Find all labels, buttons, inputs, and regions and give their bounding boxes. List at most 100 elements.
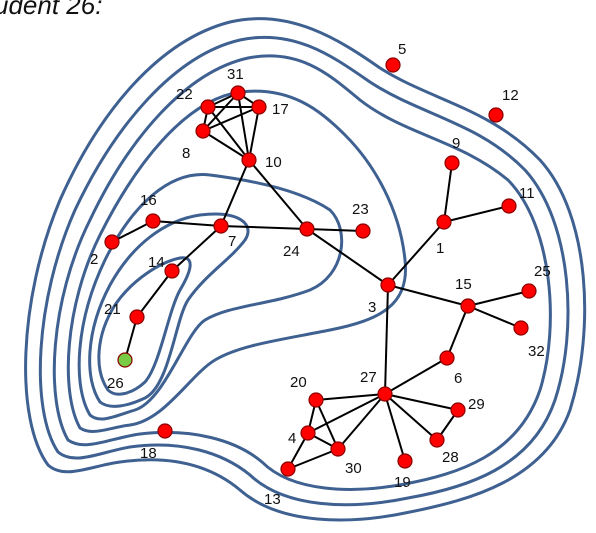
edge-10-24 [248, 159, 308, 230]
node-label-26: 26 [107, 375, 124, 392]
node-12 [488, 107, 504, 123]
edge-14-21 [136, 270, 173, 318]
edge-10-7 [220, 159, 250, 227]
node-11 [501, 198, 517, 214]
node-9 [444, 155, 460, 171]
node-27 [377, 386, 393, 402]
node-13 [280, 461, 296, 477]
edge-7-24 [220, 225, 308, 230]
edge-27-4 [307, 393, 386, 434]
edge-3-15 [387, 284, 469, 307]
contour-line-5 [77, 173, 344, 421]
density-contours [24, 17, 587, 522]
node-label-17: 17 [272, 101, 289, 118]
node-label-20: 20 [290, 374, 307, 391]
contour-line-2 [38, 35, 570, 507]
edge-1-11 [443, 205, 510, 223]
node-28 [429, 432, 445, 448]
node-label-5: 5 [398, 41, 406, 58]
edge-27-28 [384, 393, 438, 441]
edge-15-32 [467, 305, 522, 329]
node-29 [450, 402, 466, 418]
node-17 [251, 99, 267, 115]
node-label-29: 29 [468, 396, 485, 413]
edge-7-14 [171, 225, 222, 272]
node-label-12: 12 [502, 87, 519, 104]
edge-16-7 [152, 220, 222, 227]
node-label-21: 21 [104, 301, 121, 318]
edge-17-10 [248, 106, 260, 161]
edge-6-27 [384, 357, 448, 395]
node-7 [213, 218, 229, 234]
node-26 [117, 352, 133, 368]
edge-3-27 [384, 284, 389, 395]
node-25 [521, 283, 537, 299]
node-label-28: 28 [442, 449, 459, 466]
edge-31-10 [237, 92, 250, 161]
node-32 [513, 320, 529, 336]
node-10 [241, 152, 257, 168]
node-18 [157, 423, 173, 439]
node-label-24: 24 [283, 243, 300, 260]
edge-27-29 [384, 393, 459, 411]
node-label-32: 32 [528, 343, 545, 360]
node-label-7: 7 [228, 233, 236, 250]
node-layer [104, 57, 537, 477]
node-label-19: 19 [394, 474, 411, 491]
node-15 [460, 298, 476, 314]
edge-15-25 [467, 290, 530, 307]
label-layer: 1234567891011121314151617181920212223242… [90, 41, 551, 508]
contour-line-3 [52, 54, 552, 491]
node-1 [436, 214, 452, 230]
node-label-30: 30 [345, 460, 362, 477]
node-label-15: 15 [455, 276, 472, 293]
node-22 [200, 99, 216, 115]
edge-27-20 [315, 393, 386, 401]
node-21 [129, 309, 145, 325]
node-label-18: 18 [140, 445, 157, 462]
node-label-6: 6 [454, 370, 462, 387]
node-label-27: 27 [360, 369, 377, 386]
node-label-25: 25 [534, 263, 551, 280]
edge-3-1 [387, 221, 445, 286]
node-6 [439, 350, 455, 366]
edge-20-30 [315, 399, 339, 450]
node-14 [164, 263, 180, 279]
node-31 [230, 85, 246, 101]
edge-22-10 [207, 106, 250, 161]
node-20 [308, 392, 324, 408]
node-label-8: 8 [182, 145, 190, 162]
node-2 [104, 234, 120, 250]
contour-line-6 [88, 212, 250, 408]
node-label-13: 13 [264, 491, 281, 508]
edge-16-2 [111, 220, 154, 243]
edge-30-13 [287, 448, 339, 470]
node-label-14: 14 [148, 254, 165, 271]
contour-line-7 [97, 256, 192, 396]
edge-27-19 [384, 393, 406, 462]
node-5 [385, 57, 401, 73]
contour-line-1 [24, 17, 587, 522]
edge-1-9 [443, 162, 453, 223]
edge-24-3 [306, 228, 389, 286]
node-label-2: 2 [90, 251, 98, 268]
diagram-title: udent 26: [0, 0, 103, 20]
node-3 [380, 277, 396, 293]
node-label-22: 22 [176, 86, 193, 103]
edge-8-10 [202, 130, 250, 161]
node-19 [397, 453, 413, 469]
node-16 [145, 213, 161, 229]
edge-24-23 [306, 228, 364, 232]
node-label-16: 16 [140, 192, 157, 209]
node-4 [300, 425, 316, 441]
edge-8-17 [202, 106, 260, 132]
node-label-1: 1 [436, 240, 444, 257]
node-label-10: 10 [265, 154, 282, 171]
node-label-3: 3 [368, 299, 376, 316]
edge-31-8 [202, 92, 239, 132]
edge-15-6 [446, 305, 469, 359]
node-8 [195, 123, 211, 139]
node-30 [330, 441, 346, 457]
node-label-4: 4 [288, 430, 296, 447]
